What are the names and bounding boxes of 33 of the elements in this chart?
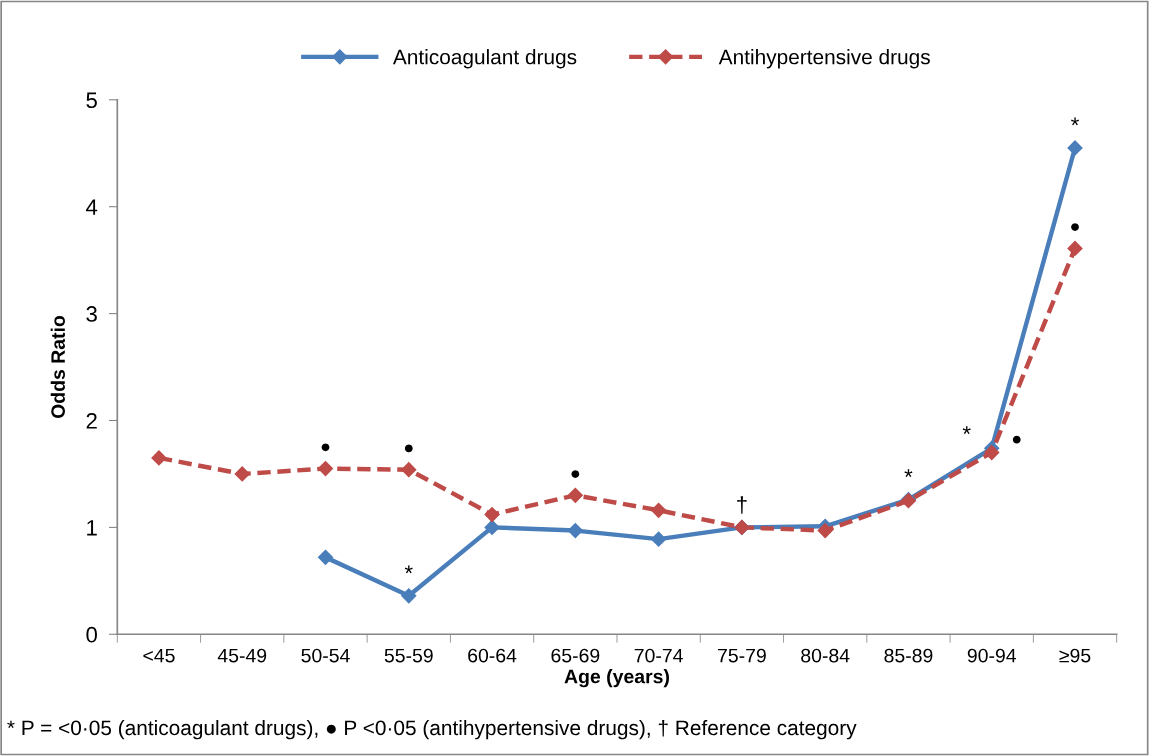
- text: * P = <0·05 (anticoagulant drugs), ● P <0·05 (antihypertensive drugs), † Reference category: [7, 719, 857, 740]
- x-tick-label: 75-79: [718, 648, 766, 663]
- x-tick-label: 45-49: [217, 648, 267, 663]
- annotation: ●: [321, 443, 330, 452]
- x-tick-label: 80-84: [801, 648, 850, 663]
- x-axis-title: Age (years): [564, 669, 669, 688]
- annotation: ●: [1012, 435, 1021, 444]
- annotation: *: [404, 565, 413, 574]
- annotation: *: [904, 469, 913, 478]
- x-tick-label: 55-59: [384, 648, 433, 663]
- x-tick-label: 85-89: [884, 648, 933, 663]
- y-tick-label: 3: [86, 306, 97, 322]
- annotation: ●: [404, 444, 413, 453]
- x-tick-label: <45: [143, 648, 175, 663]
- annotation: †: [737, 496, 747, 514]
- annotation: *: [962, 426, 971, 435]
- legend-label: Anticoagulant drugs: [392, 49, 577, 69]
- x-tick-label: 90-94: [967, 648, 1017, 663]
- y-tick-label: 4: [86, 199, 98, 215]
- y-tick-label: 0: [86, 626, 97, 643]
- x-tick-label: 65-69: [551, 648, 600, 663]
- annotation: ●: [1071, 223, 1079, 232]
- x-tick-label: ≥95: [1059, 648, 1091, 663]
- x-tick-label: 60-64: [468, 648, 517, 663]
- legend-label: Antihypertensive drugs: [718, 49, 930, 69]
- y-axis-title: Odds Ratio: [50, 315, 65, 419]
- y-tick-label: 5: [86, 92, 97, 109]
- y-tick-label: 1: [87, 520, 97, 536]
- annotation: *: [1071, 117, 1079, 126]
- x-tick-label: 70-74: [634, 648, 683, 663]
- x-tick-label: 50-54: [301, 648, 350, 663]
- y-tick-label: 2: [86, 413, 97, 429]
- annotation: ●: [571, 470, 580, 478]
